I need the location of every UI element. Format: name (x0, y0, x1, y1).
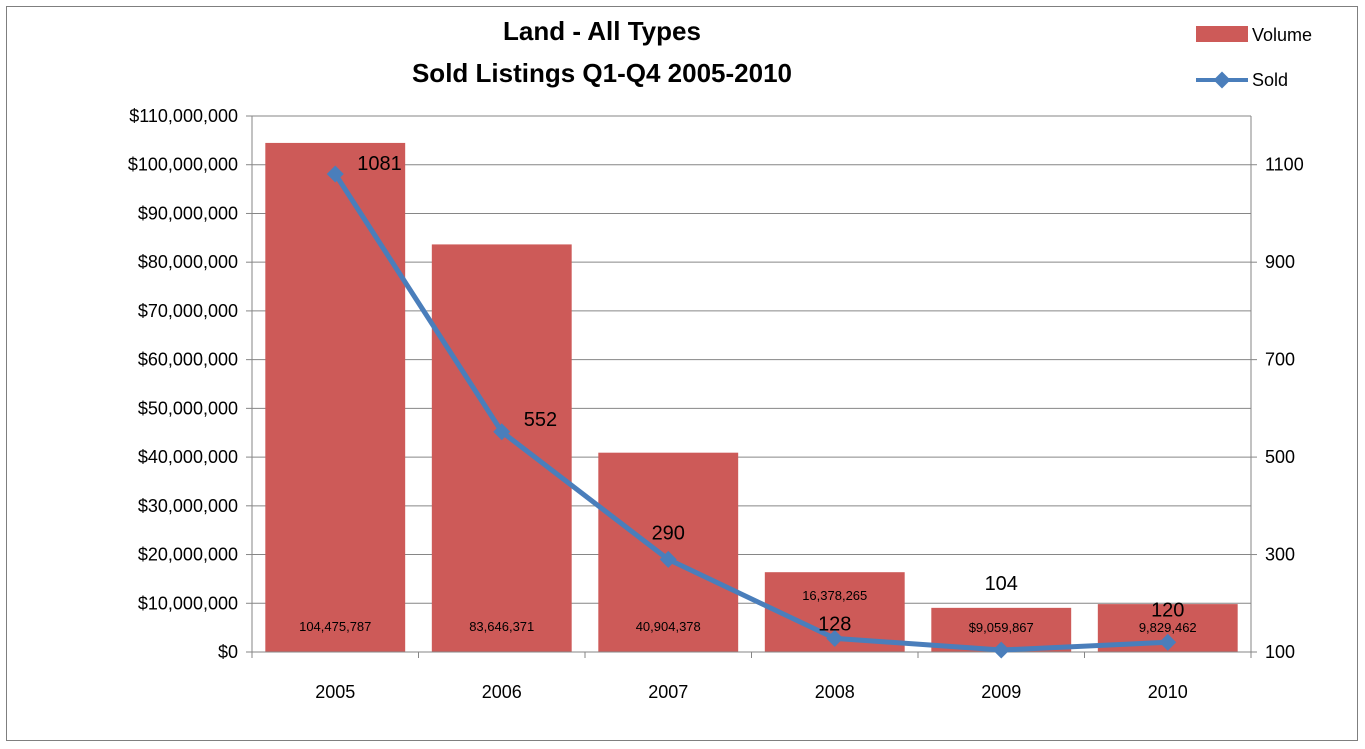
left-axis-tick-label: $20,000,000 (138, 545, 238, 565)
sold-data-label-2009: 104 (985, 573, 1018, 595)
sold-data-label-2008: 128 (818, 613, 851, 635)
volume-bar-2005 (265, 142, 406, 653)
left-axis-tick-label: $0 (218, 642, 238, 662)
right-axis-tick-label: 700 (1265, 350, 1295, 370)
volume-data-label-2009: $9,059,867 (969, 620, 1034, 635)
volume-data-label-2006: 83,646,371 (469, 619, 534, 634)
chart-title-line-1: Land - All Types (503, 16, 701, 46)
sold-point-2006 (493, 423, 511, 441)
chart-title: Land - All Types Sold Listings Q1-Q4 200… (412, 16, 792, 88)
x-axis-tick-label: 2009 (981, 682, 1021, 702)
x-axis-tick-label: 2005 (315, 682, 355, 702)
sold-data-label-2010: 120 (1151, 599, 1184, 621)
legend-volume-swatch (1196, 26, 1248, 42)
volume-data-label-2005: 104,475,787 (299, 619, 371, 634)
volume-data-label-2008: 16,378,265 (802, 588, 867, 603)
volume-bar-2006 (431, 244, 572, 652)
volume-data-label-2010: 9,829,462 (1139, 620, 1197, 635)
x-axis-tick-label: 2006 (482, 682, 522, 702)
sold-point-2009 (992, 641, 1010, 659)
sold-point-2008 (826, 629, 844, 647)
left-axis-tick-label: $80,000,000 (138, 252, 238, 272)
axes: $0 $10,000,000 $20,000,000 $30,000,000 $40,0… (128, 106, 1304, 702)
legend-sold-marker (1213, 71, 1231, 89)
chart-title-line-2: Sold Listings Q1-Q4 2005-2010 (412, 58, 792, 88)
left-axis-tick-label: $100,000,000 (128, 155, 238, 175)
right-axis-tick-label: 900 (1265, 252, 1295, 272)
sold-point-2010 (1159, 633, 1177, 651)
sold-line (326, 165, 1177, 659)
left-axis-tick-label: $70,000,000 (138, 301, 238, 321)
right-axis-tick-label: 300 (1265, 545, 1295, 565)
volume-data-label-2007: 40,904,378 (636, 619, 701, 634)
right-axis-tick-label: 100 (1265, 642, 1295, 662)
sold-line-path (333, 172, 1168, 653)
left-axis-tick-label: $40,000,000 (138, 447, 238, 467)
legend: Volume Sold (1196, 25, 1312, 90)
x-axis-tick-label: 2010 (1148, 682, 1188, 702)
left-axis-tick-label: $110,000,000 (129, 106, 238, 126)
volume-bars (265, 142, 1238, 653)
sold-data-label-2006: 552 (524, 409, 557, 431)
x-axis-tick-label: 2008 (815, 682, 855, 702)
left-axis-tick-label: $60,000,000 (138, 350, 238, 370)
right-axis-tick-label: 500 (1265, 447, 1295, 467)
x-axis-tick-label: 2007 (648, 682, 688, 702)
left-axis-tick-label: $90,000,000 (138, 203, 238, 223)
left-axis-tick-label: $10,000,000 (138, 593, 238, 613)
sold-data-label-2007: 290 (652, 522, 685, 544)
left-axis-tick-label: $30,000,000 (138, 496, 238, 516)
legend-sold-label: Sold (1252, 70, 1288, 90)
sold-point-2007 (659, 550, 677, 568)
sold-data-label-2005: 1081 (357, 153, 402, 175)
legend-volume-label: Volume (1252, 25, 1312, 45)
left-axis-tick-label: $50,000,000 (138, 398, 238, 418)
right-axis-tick-label: 1100 (1265, 155, 1304, 175)
gridlines (252, 115, 1251, 604)
sold-point-2005 (326, 165, 344, 183)
data-labels: 104,475,787 83,646,371 40,904,378 16,378,26… (299, 153, 1197, 635)
